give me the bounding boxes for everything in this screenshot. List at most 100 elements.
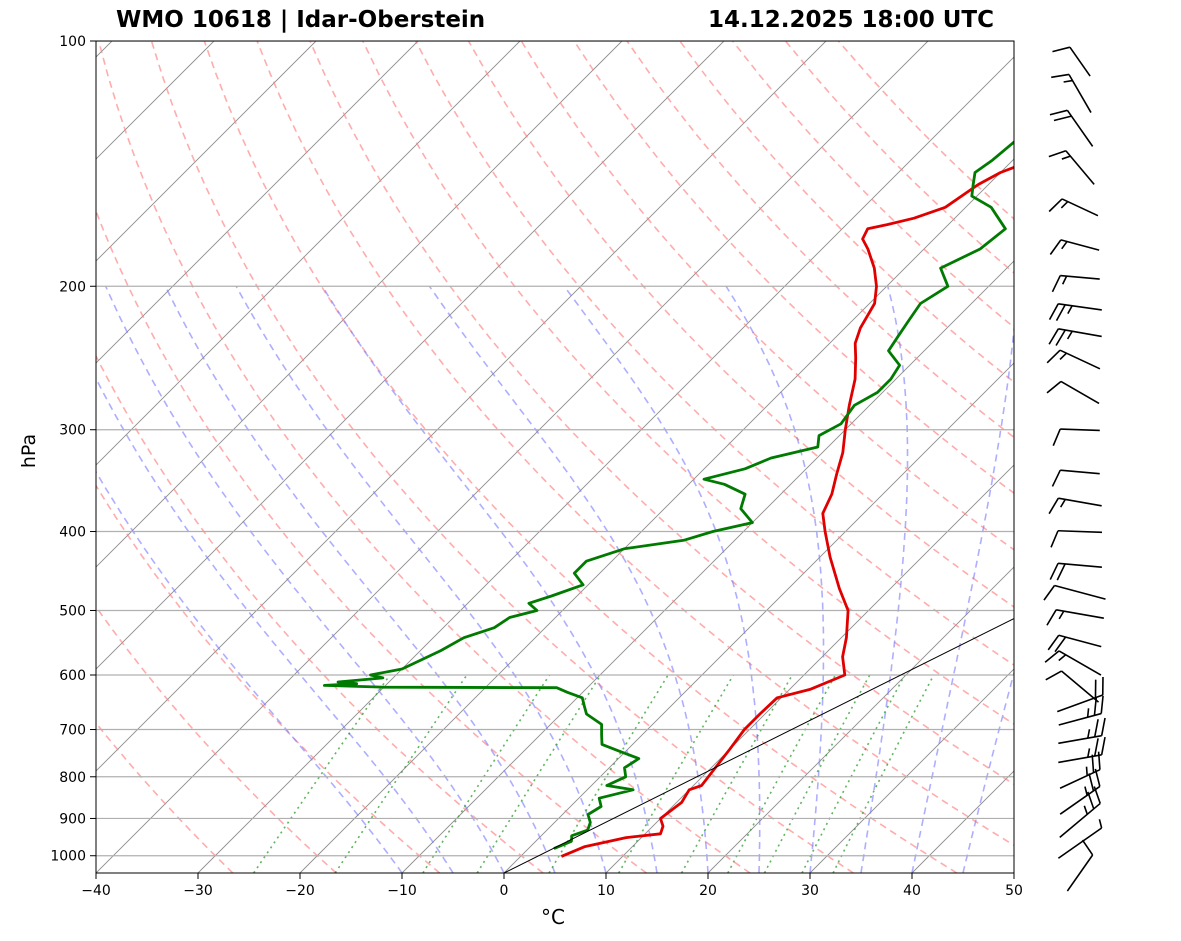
barb-half-flag	[1061, 275, 1068, 285]
x-tick-label: 20	[699, 883, 717, 899]
barb-flag	[1088, 773, 1095, 792]
x-tick-label: 40	[903, 883, 921, 899]
mixing-ratio-line	[763, 674, 871, 873]
moist-adiabat-line	[563, 285, 761, 873]
wind-barb	[1050, 529, 1103, 548]
mixing-ratio-line	[476, 674, 602, 873]
barb-flag	[1047, 634, 1060, 651]
isotherm-line	[707, 566, 1014, 873]
moist-adiabat-line	[725, 285, 825, 873]
barb-flag	[1048, 328, 1060, 345]
barb-half-flag	[1066, 330, 1073, 340]
barb-flag	[1051, 275, 1061, 293]
dry-adiabat-line	[96, 208, 647, 873]
isotherm-line	[96, 41, 317, 262]
mixing-ratio-line	[548, 674, 669, 873]
barb-flag	[1052, 46, 1071, 53]
mixing-ratio-line	[334, 674, 468, 873]
barb-shaft	[1058, 634, 1102, 648]
isotherm-line	[96, 41, 419, 364]
barb-shaft	[1058, 734, 1102, 745]
barb-flag	[1093, 738, 1099, 757]
wind-barb	[1048, 497, 1102, 515]
wind-barb	[1059, 751, 1101, 790]
barb-half-flag	[1098, 819, 1103, 829]
barb-flag	[1048, 198, 1063, 213]
barb-flag	[1055, 329, 1066, 346]
barb-shaft	[1058, 497, 1102, 507]
barb-flag	[1046, 380, 1062, 394]
isotherm-line	[96, 41, 623, 568]
barb-shaft	[1069, 46, 1091, 77]
x-tick-label: 0	[500, 883, 509, 899]
barb-flag	[1045, 670, 1062, 681]
moist-adiabat-line	[860, 286, 909, 873]
barb-flag	[1100, 736, 1106, 755]
barb-shaft	[1060, 670, 1100, 703]
wind-barb	[1048, 198, 1099, 217]
barb-shaft	[1059, 349, 1101, 370]
x-tick-label: 30	[801, 883, 819, 899]
barb-shaft	[1059, 785, 1101, 815]
x-axis: −40 −30 −20 −10 0 10 20 30 40 50	[81, 873, 1023, 899]
moist-adiabat-line	[911, 321, 1014, 873]
y-tick-label: 700	[59, 723, 86, 739]
barb-half-flag	[1061, 241, 1068, 250]
barb-half-flag	[1061, 155, 1071, 160]
wind-barb	[1044, 650, 1102, 676]
y-tick-label: 600	[59, 668, 86, 684]
barb-flag	[1081, 839, 1094, 856]
barb-flag	[1051, 73, 1070, 79]
barb-flag	[1056, 563, 1066, 581]
mixing-ratio-line	[618, 674, 735, 873]
x-tick-label: 50	[1005, 883, 1023, 899]
y-tick-label: 1000	[50, 849, 86, 865]
barb-flag	[1053, 115, 1072, 122]
isotherm-line	[1013, 872, 1014, 873]
barb-flag	[1049, 239, 1062, 255]
dry-adiabat-line	[256, 41, 1014, 847]
wind-barb	[1051, 274, 1100, 293]
barb-flag	[1043, 585, 1056, 601]
barb-flag	[1048, 303, 1059, 320]
barb-flag	[1046, 349, 1061, 364]
wind-barb	[1056, 677, 1104, 713]
x-tick-label: −10	[387, 883, 417, 899]
barb-shaft	[1060, 428, 1100, 432]
y-tick-label: 300	[59, 423, 86, 439]
barb-flag	[1091, 754, 1095, 773]
barb-flag	[1048, 497, 1060, 515]
wind-barb	[1049, 109, 1094, 147]
dry-adiabat-line	[96, 484, 441, 873]
isotherm-line	[911, 770, 1014, 873]
wind-barb	[1045, 670, 1100, 703]
moist-adiabat-line	[164, 285, 556, 873]
isotherm-line	[401, 260, 1014, 873]
barb-shaft	[1058, 712, 1102, 726]
isotherm-line	[96, 41, 113, 58]
mixing-ratio-line	[727, 674, 837, 873]
x-tick-label: −30	[183, 883, 213, 899]
barb-flag	[1093, 719, 1099, 738]
wind-barb	[1049, 562, 1102, 581]
barb-shaft	[1054, 584, 1106, 600]
barb-shaft	[1059, 802, 1101, 838]
dry-adiabat-line	[837, 41, 1014, 220]
y-tick-label: 100	[59, 34, 86, 50]
dry-adiabat-line	[97, 41, 751, 873]
barb-flag	[1055, 304, 1066, 321]
moist-adiabat-line	[962, 669, 1014, 873]
wind-barb	[1052, 46, 1091, 77]
background-lines	[96, 41, 1014, 873]
barb-half-flag	[1067, 305, 1073, 315]
temperature-profile-line	[560, 165, 1014, 858]
dry-adiabat-line	[362, 41, 1014, 726]
isotherm-line	[809, 668, 1014, 873]
wind-barb	[1051, 469, 1100, 487]
moist-adiabat-line	[96, 470, 403, 873]
y-axis: 100 200 300 400 500 600 700 800 900 1000	[50, 34, 96, 865]
barb-flag	[1100, 717, 1106, 736]
barb-shaft	[1059, 768, 1101, 790]
